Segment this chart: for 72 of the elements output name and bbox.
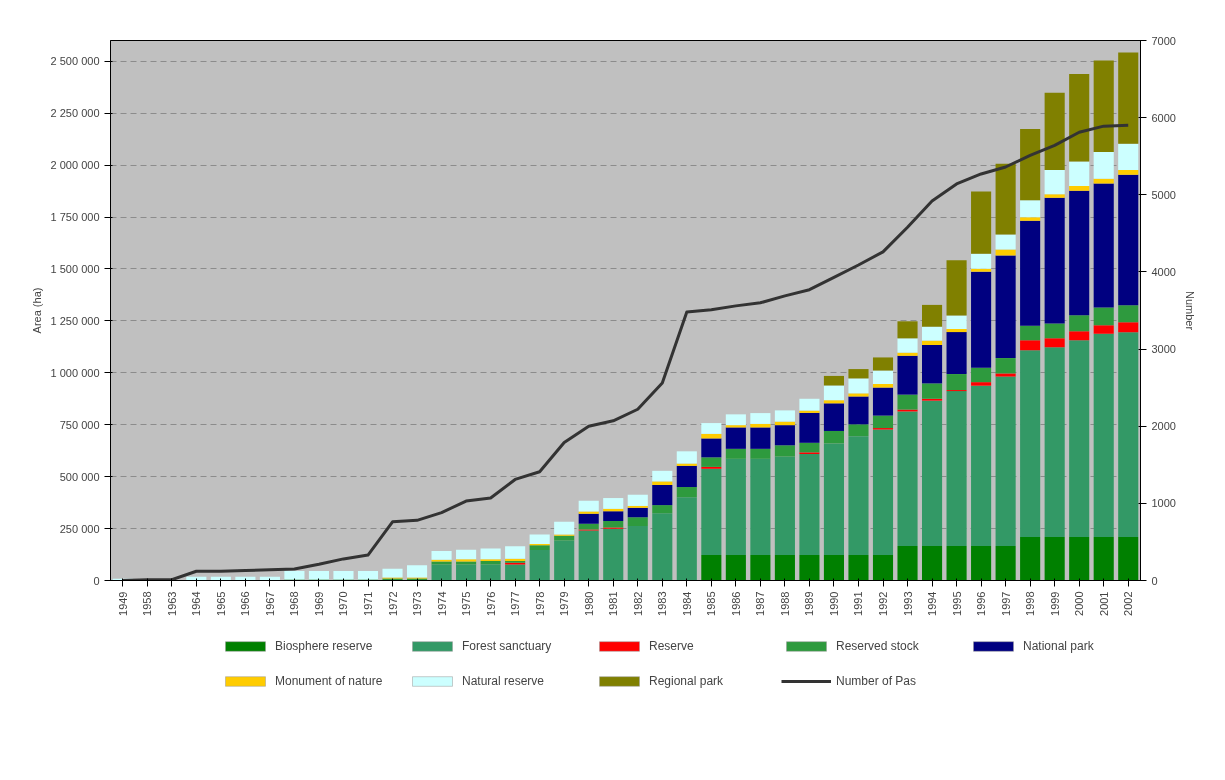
x-tick-label: 1983	[656, 591, 669, 616]
x-tick-label: 1992	[877, 591, 889, 616]
x-tick-label: 1966	[239, 591, 252, 616]
y-tick-label: 500 000	[59, 470, 100, 483]
x-tick-label: 1998	[1024, 591, 1037, 616]
y-axis-title: Area (ha)	[30, 287, 43, 334]
legend-label: Regional park	[649, 674, 725, 688]
y-tick-label: 2 500 000	[50, 55, 100, 68]
x-tick-label: 1973	[411, 591, 424, 616]
x-tick-label: 1985	[705, 591, 718, 616]
x-tick-label: 2000	[1073, 591, 1086, 616]
legend-label: Monument of nature	[275, 674, 384, 688]
x-tick-label: 1991	[852, 591, 865, 616]
x-tick-label: 1986	[729, 591, 742, 616]
y2-axis-title: Number	[1183, 290, 1196, 331]
x-tick-label: 1971	[362, 591, 374, 616]
x-tick-label: 1968	[288, 591, 301, 616]
legend-label: Natural reserve	[462, 674, 546, 688]
x-tick-label: 1982	[631, 591, 644, 616]
x-tick-label: 1970	[337, 591, 350, 616]
x-tick-label: 1978	[533, 591, 546, 616]
x-tick-label: 2002	[1122, 591, 1135, 616]
legend-label: Reserved stock	[836, 639, 920, 653]
x-tick-label: 1981	[607, 591, 620, 616]
y-tick-label: 1 250 000	[50, 314, 100, 327]
x-tick-label: 2001	[1097, 591, 1110, 616]
y2-tick-label: 1000	[1151, 497, 1176, 510]
x-tick-label: 1974	[435, 591, 448, 616]
x-tick-label: 1965	[214, 591, 227, 616]
x-tick-label: 1972	[386, 591, 399, 616]
x-tick-label: 1969	[312, 591, 325, 616]
legend-label: Reserve	[649, 639, 695, 653]
x-tick-label: 1988	[778, 591, 791, 616]
y-tick-label: 1 750 000	[50, 211, 100, 224]
y2-tick-label: 3000	[1151, 343, 1176, 356]
y2-tick-label: 7000	[1151, 34, 1176, 47]
y2-tick-label: 6000	[1151, 111, 1176, 124]
x-tick-label: 1990	[827, 591, 840, 616]
x-tick-label: 1958	[141, 591, 154, 616]
y2-tick-label: 2000	[1151, 420, 1176, 433]
x-tick-label: 1976	[484, 591, 497, 616]
x-tick-label: 1994	[926, 591, 939, 616]
x-tick-label: 1993	[901, 591, 914, 616]
legend-label: Forest sanctuary	[462, 639, 553, 653]
x-tick-label: 1979	[558, 591, 571, 616]
x-tick-label: 1964	[190, 591, 203, 616]
y2-tick-label: 4000	[1151, 265, 1176, 278]
y-tick-label: 1 000 000	[50, 366, 100, 379]
legend-label: Biosphere reserve	[275, 639, 374, 653]
y-tick-label: 1 500 000	[50, 262, 100, 275]
x-tick-label: 1984	[680, 591, 693, 616]
y2-tick-label: 5000	[1151, 188, 1176, 201]
x-tick-label: 1999	[1048, 591, 1061, 616]
x-tick-label: 1996	[975, 591, 988, 616]
x-tick-label: 1997	[999, 591, 1012, 616]
x-tick-label: 1949	[116, 591, 129, 616]
legend-label: National park	[1023, 639, 1095, 653]
x-tick-label: 1987	[754, 591, 767, 616]
y-tick-label: 2 250 000	[50, 107, 100, 120]
x-tick-label: 1967	[263, 591, 276, 616]
y2-tick-label: 0	[1151, 574, 1158, 587]
x-tick-label: 1989	[803, 591, 816, 616]
y-tick-label: 750 000	[59, 418, 100, 431]
y-tick-label: 250 000	[59, 522, 100, 535]
x-tick-label: 1977	[509, 591, 522, 616]
x-tick-label: 1963	[165, 591, 178, 616]
x-tick-label: 1975	[460, 591, 473, 616]
x-tick-label: 1980	[582, 591, 595, 616]
x-tick-label: 1995	[950, 591, 963, 616]
legend-label: Number of Pas	[836, 674, 918, 688]
y-tick-label: 0	[93, 574, 100, 587]
y-tick-label: 2 000 000	[50, 159, 100, 172]
